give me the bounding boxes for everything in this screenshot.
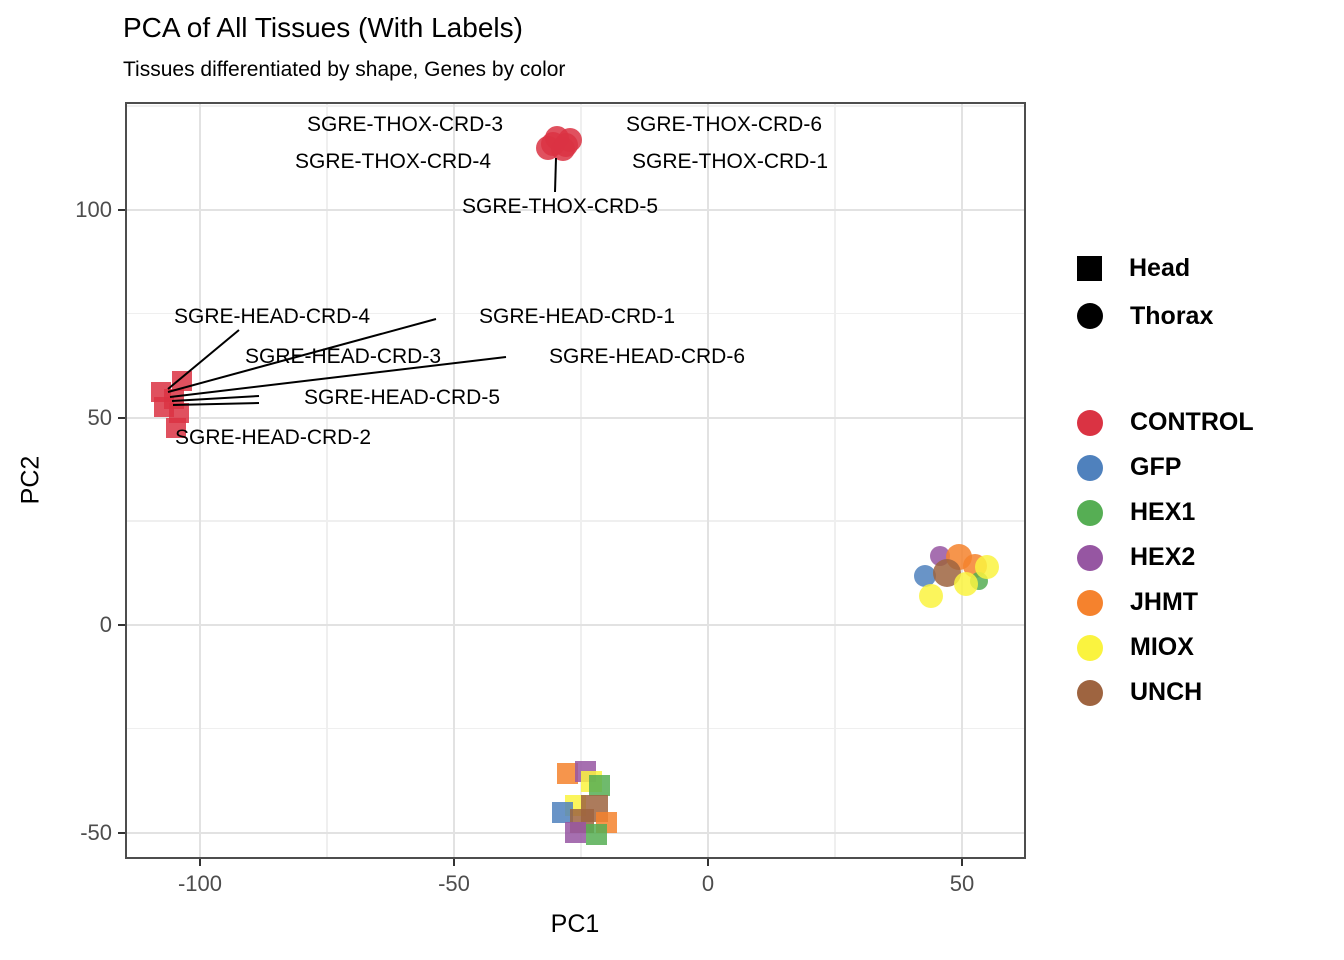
gridline-x-minor	[834, 104, 836, 857]
legend-label: Head	[1129, 253, 1191, 282]
gridline-x-minor	[326, 104, 328, 857]
data-point-gfp-head	[551, 802, 573, 824]
sample-label: SGRE-HEAD-CRD-2	[174, 426, 372, 449]
data-point-control-thorax	[553, 132, 578, 157]
plot-title: PCA of All Tissues (With Labels)	[123, 12, 523, 43]
circle-legend-icon	[1077, 679, 1103, 706]
legend-label: JHMT	[1130, 588, 1199, 616]
gridline-y-minor	[127, 520, 1024, 522]
legend-label: CONTROL	[1130, 408, 1254, 436]
y-tick-mark	[118, 209, 125, 211]
label-leader-line	[167, 318, 437, 393]
circle-legend-icon	[1077, 303, 1103, 329]
data-point-miox-thorax	[919, 583, 943, 608]
x-tick-label: -50	[438, 871, 470, 896]
x-axis-title: PC1	[550, 910, 600, 938]
legend-item-gfp: GFP	[1077, 445, 1254, 490]
x-tick-label: 50	[949, 871, 975, 896]
x-tick-mark	[707, 859, 709, 866]
color-legend: CONTROL GFP HEX1 HEX2 JHMT MIOX UNCH	[1077, 400, 1254, 715]
sample-label: SGRE-THOX-CRD-3	[306, 113, 504, 136]
data-point-control-head	[153, 397, 174, 418]
sample-label: SGRE-THOX-CRD-4	[294, 150, 492, 173]
circle-legend-icon	[1077, 544, 1103, 571]
sample-label: SGRE-HEAD-CRD-4	[173, 305, 371, 328]
y-tick-mark	[118, 831, 125, 834]
data-point-hex1-head	[586, 823, 608, 845]
gridline-y-minor	[127, 105, 1024, 107]
y-tick-label: 50	[87, 404, 112, 430]
legend-item-hex1: HEX1	[1077, 490, 1254, 535]
legend-item-miox: MIOX	[1077, 625, 1254, 670]
x-tick-mark	[961, 859, 963, 866]
legend-label: UNCH	[1130, 678, 1203, 706]
data-point-hex1-head	[589, 774, 611, 796]
legend-item-hex2: HEX2	[1077, 535, 1254, 580]
data-point-jhmt-head	[557, 763, 579, 785]
plot-panel	[125, 102, 1026, 859]
label-leader-line	[172, 402, 260, 406]
gridline-y-major	[127, 624, 1024, 626]
legend-label: MIOX	[1130, 633, 1194, 661]
legend-label: Thorax	[1130, 301, 1214, 330]
y-tick-label: -50	[80, 819, 112, 845]
x-tick-mark	[199, 859, 201, 866]
legend-item-jhmt: JHMT	[1077, 580, 1254, 625]
x-tick-mark	[453, 859, 455, 866]
gridline-x-major	[453, 104, 455, 857]
x-tick-label: 0	[701, 871, 715, 896]
sample-label: SGRE-THOX-CRD-5	[461, 195, 659, 218]
gridline-x-minor	[580, 104, 582, 857]
data-point-miox-thorax	[974, 554, 999, 579]
legend-label: HEX1	[1130, 498, 1196, 526]
sample-label: SGRE-HEAD-CRD-1	[478, 305, 676, 328]
shape-legend: Head Thorax	[1077, 244, 1213, 340]
sample-label: SGRE-HEAD-CRD-5	[303, 386, 501, 409]
label-leader-line	[167, 329, 240, 390]
y-tick-mark	[118, 624, 125, 626]
gridline-y-minor	[127, 312, 1024, 315]
y-tick-mark	[118, 416, 125, 419]
gridline-y-minor	[127, 727, 1024, 730]
circle-legend-icon	[1077, 409, 1103, 436]
data-point-gfp-thorax	[913, 565, 936, 588]
circle-legend-icon	[1077, 454, 1103, 481]
legend-item-head: Head	[1077, 244, 1213, 292]
data-point-miox-thorax	[954, 571, 979, 596]
legend-item-thorax: Thorax	[1077, 292, 1213, 340]
circle-legend-icon	[1077, 589, 1103, 616]
circle-legend-icon	[1077, 499, 1103, 526]
y-axis-title: PC2	[16, 455, 45, 505]
sample-label: SGRE-HEAD-CRD-6	[548, 345, 746, 368]
label-leader-line	[171, 395, 260, 402]
gridline-y-major	[127, 416, 1024, 419]
label-leader-line	[554, 157, 557, 193]
sample-label: SGRE-HEAD-CRD-3	[244, 345, 442, 368]
label-leader-line	[169, 356, 507, 398]
plot-subtitle: Tissues differentiated by shape, Genes b…	[123, 58, 566, 81]
sample-label: SGRE-THOX-CRD-6	[625, 113, 823, 136]
x-tick-label: -100	[177, 871, 223, 896]
gridline-y-major	[127, 209, 1024, 211]
y-tick-label: 0	[99, 612, 112, 637]
data-point-control-head	[166, 417, 187, 438]
gridline-x-major	[707, 104, 709, 857]
legend-label: GFP	[1130, 453, 1182, 481]
legend-item-unch: UNCH	[1077, 670, 1254, 715]
sample-label: SGRE-THOX-CRD-1	[631, 150, 829, 173]
legend-item-control: CONTROL	[1077, 400, 1254, 445]
gridline-x-major	[961, 104, 963, 857]
data-point-hex2-head	[565, 821, 587, 843]
gridline-x-major	[199, 104, 201, 857]
y-tick-label: 100	[75, 197, 112, 222]
square-legend-icon	[1077, 255, 1102, 281]
circle-legend-icon	[1077, 634, 1103, 661]
legend-label: HEX2	[1130, 543, 1196, 571]
